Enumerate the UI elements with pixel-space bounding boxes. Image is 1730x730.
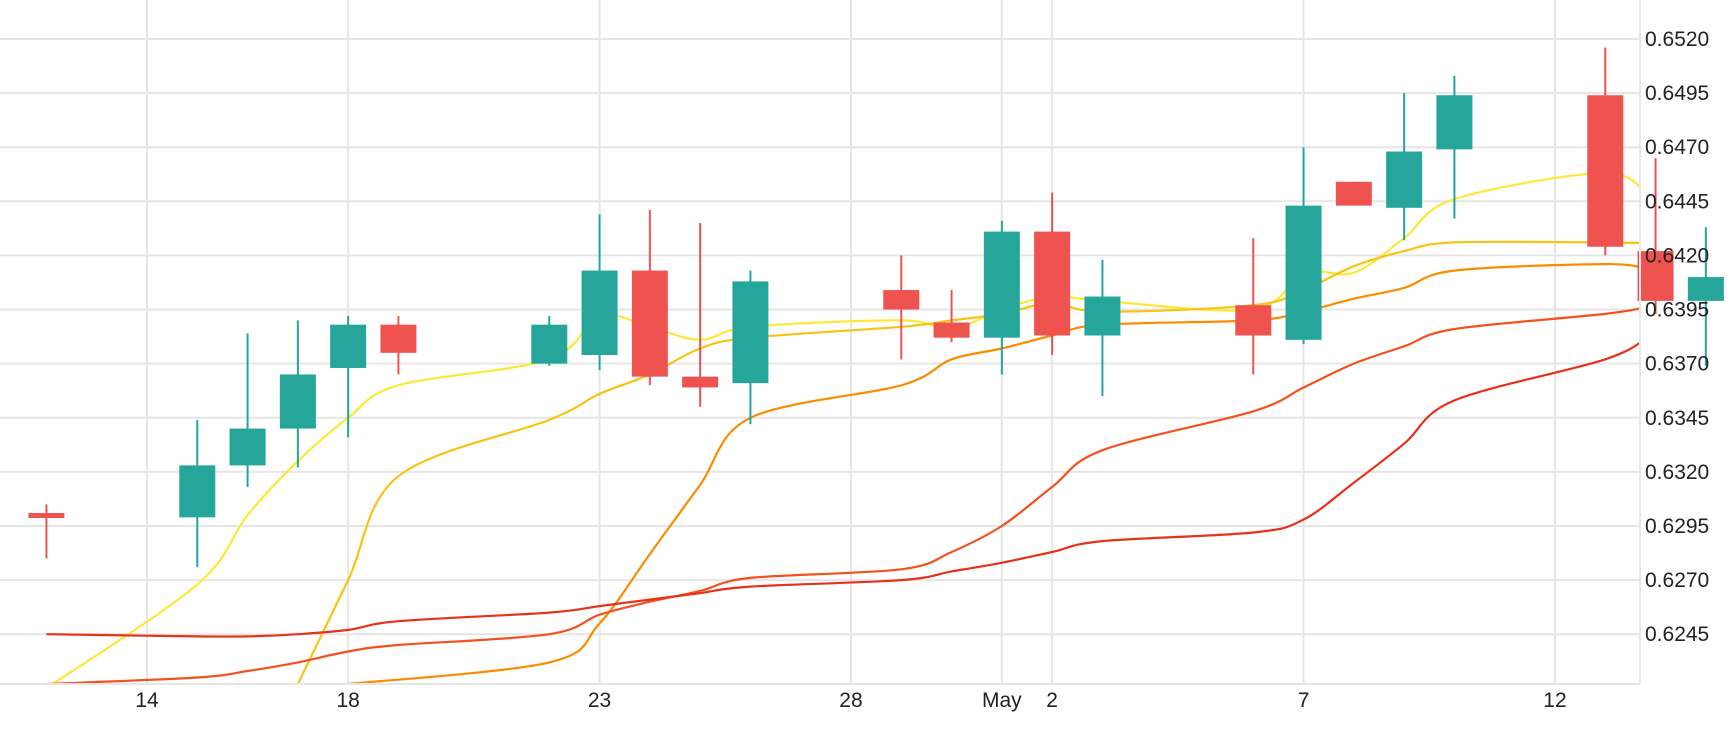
candle-body <box>732 281 769 384</box>
axes: 0.6245 0.6270 0.6295 0.6320 0.6345 0.6370 0.63… <box>0 0 1709 712</box>
candle-body <box>581 270 618 355</box>
y-tick-label: 0.6445 <box>1645 190 1709 213</box>
y-tick-label: 0.6320 <box>1645 461 1709 484</box>
ma-line-4 <box>46 307 1640 684</box>
y-tick-label: 0.6270 <box>1645 569 1709 592</box>
candle-body <box>279 374 316 429</box>
candle-body <box>1587 95 1624 247</box>
candle-down <box>28 504 65 559</box>
candle-up <box>1436 75 1473 219</box>
candle-down <box>380 316 417 375</box>
candle-body <box>1687 277 1724 301</box>
candle-up <box>179 419 216 568</box>
candle-down <box>1587 47 1624 256</box>
candle-down <box>883 255 920 360</box>
x-tick-label: May <box>982 689 1022 712</box>
y-tick-label: 0.6370 <box>1645 353 1709 376</box>
candle-up <box>1687 227 1724 366</box>
candle-body <box>531 324 568 364</box>
y-tick-label: 0.6420 <box>1645 244 1709 267</box>
moving-average-lines <box>46 172 1640 684</box>
y-tick-label: 0.6395 <box>1645 299 1709 322</box>
ma-line-5 <box>46 341 1640 638</box>
candle-up <box>581 214 618 371</box>
candle-up <box>1285 147 1322 345</box>
y-tick-label: 0.6345 <box>1645 407 1709 430</box>
candle-body <box>1285 205 1322 340</box>
x-tick-label: 18 <box>336 689 359 712</box>
candle-up <box>330 316 367 438</box>
candle-up <box>229 333 266 488</box>
candle-body <box>1335 181 1372 206</box>
y-tick-label: 0.6295 <box>1645 515 1709 538</box>
x-tick-label: 28 <box>839 689 862 712</box>
candle-body <box>933 322 970 338</box>
candle-body <box>682 376 719 388</box>
candles <box>28 47 1724 568</box>
candle-down <box>631 209 668 386</box>
candle-body <box>380 324 417 353</box>
y-tick-label: 0.6520 <box>1645 28 1709 51</box>
candle-up <box>1084 259 1121 397</box>
candle-down <box>933 290 970 342</box>
candle-body <box>1386 151 1423 208</box>
y-tick-label: 0.6470 <box>1645 136 1709 159</box>
candle-body <box>1084 296 1121 336</box>
candle-up <box>732 270 769 425</box>
candle-body <box>983 231 1020 338</box>
ma-line-2 <box>296 240 1640 684</box>
y-tick-label: 0.6495 <box>1645 82 1709 105</box>
candle-down <box>1235 238 1272 375</box>
x-tick-label: 2 <box>1046 689 1058 712</box>
candle-body <box>631 270 668 377</box>
x-tick-label: 23 <box>588 689 611 712</box>
x-tick-label: 7 <box>1298 689 1310 712</box>
candle-up <box>983 220 1020 375</box>
candle-down <box>1034 192 1071 355</box>
candle-down <box>1637 158 1674 314</box>
candle-down <box>682 222 719 407</box>
candle-body <box>883 290 920 310</box>
candle-down <box>1335 181 1372 206</box>
ma-line-1 <box>50 172 1640 684</box>
candle-up <box>531 316 568 366</box>
candle-body <box>1034 231 1071 336</box>
candle-body <box>330 324 367 368</box>
x-tick-label: 14 <box>135 689 159 712</box>
candle-body <box>1637 251 1674 301</box>
candle-up <box>279 320 316 468</box>
candle-body <box>179 465 216 518</box>
candle-up <box>1386 93 1423 241</box>
candle-body <box>1436 95 1473 150</box>
y-tick-label: 0.6245 <box>1645 623 1709 646</box>
candle-body <box>28 513 65 518</box>
candle-body <box>229 428 266 466</box>
x-tick-label: 12 <box>1543 689 1566 712</box>
candle-body <box>1235 305 1272 336</box>
